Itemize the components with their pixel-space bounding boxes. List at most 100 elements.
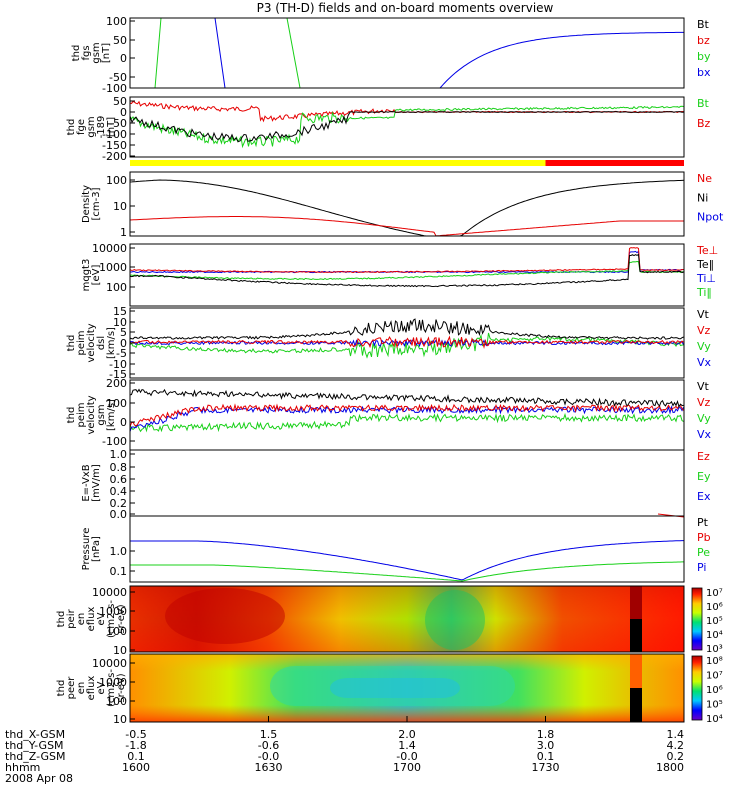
legend-label: Ni <box>697 191 708 204</box>
y-axis-label: (cm2-s- <box>106 600 117 638</box>
legend-label: Ex <box>697 490 711 503</box>
y-axis-label: gsm <box>86 116 97 137</box>
legend-label: Vx <box>697 356 712 369</box>
y-tick-label: 100 <box>106 397 127 410</box>
x-axis-value: -0.0 <box>258 750 279 763</box>
x-axis-value: 4.2 <box>667 739 685 752</box>
series-line-blue <box>130 540 684 581</box>
y-axis-label: sr-eV) <box>116 604 127 633</box>
legend-label: bz <box>697 34 710 47</box>
series-line-green <box>129 332 684 359</box>
colorbar-label: 10⁴ <box>706 714 723 725</box>
figure-title: P3 (TH-D) fields and on-board moments ov… <box>257 1 554 15</box>
panel-10: 10⁷ 10⁶ 10⁵ 10⁴ 10³ 10000 1000 100 10 thd peir en ef… <box>56 585 723 657</box>
legend-label: Bt <box>697 97 710 110</box>
colorbar-label: 10⁶ <box>706 685 723 696</box>
series-line-black <box>129 318 684 340</box>
legend-label: Npot <box>697 211 724 224</box>
y-axis-label: Pressure <box>81 528 92 571</box>
x-axis-value: -0.6 <box>258 739 279 752</box>
y-axis-label: eV <box>96 612 107 625</box>
y-axis-label: thd <box>66 407 77 424</box>
y-tick-label: 10 <box>113 713 127 726</box>
panel-frame <box>129 585 685 653</box>
y-axis-label: eflux <box>86 607 97 632</box>
series-line-blue <box>439 31 684 89</box>
x-axis-value: 1.4 <box>667 728 685 741</box>
y-tick-label: 0 <box>120 337 127 350</box>
y-tick-label: 15 <box>113 305 127 318</box>
panel-5: 10000 1000 100 mqgt3 [eV] Te⊥Te‖Ti⊥Ti‖ <box>81 242 718 307</box>
y-tick-label: 50 <box>113 95 127 108</box>
legend-label: Vt <box>697 308 710 321</box>
panel-frame <box>129 515 685 583</box>
x-axis-value: 1.4 <box>398 739 416 752</box>
colorbar-label: 10⁶ <box>706 602 723 613</box>
y-axis-label: thd <box>66 335 77 352</box>
y-tick-label: -50 <box>109 117 127 130</box>
y-tick-label: 10 <box>113 200 127 213</box>
panel-2: 500-50-100-150-200 thd fge gsm -189 [nT] Bt Bz <box>66 95 711 163</box>
panel-7: 200 100 0 -100 thd peim velocity gsm [km/s] Vt Vz V… <box>66 377 712 451</box>
y-tick-label: -50 <box>109 71 127 84</box>
legend-label: Pb <box>697 531 711 544</box>
series-line-green <box>129 105 684 149</box>
legend-label: Te‖ <box>696 258 714 271</box>
mode-bar-segment <box>130 160 546 166</box>
series-line-green <box>130 561 684 582</box>
y-axis-label: dsl <box>96 336 107 350</box>
series-line-black <box>129 111 685 143</box>
y-tick-label: 10000 <box>92 657 127 670</box>
legend-label: Vy <box>697 412 711 425</box>
y-axis-label: thd <box>66 119 77 136</box>
date-label: 2008 Apr 08 <box>5 772 73 785</box>
y-axis-label: eflux <box>86 676 97 701</box>
series-line-blue <box>130 338 684 348</box>
x-axis-value: -1.8 <box>125 739 146 752</box>
y-tick-label: 0 <box>120 416 127 429</box>
y-tick-label: 10 <box>113 644 127 657</box>
panel-8: 1.00.80.60.40.20.0 E=-VxB [mV/m] Ez Ey Ex <box>81 448 711 521</box>
series-line-red <box>129 216 684 237</box>
y-axis-label: Density <box>81 185 92 223</box>
y-tick-label: 0 <box>120 52 127 65</box>
y-tick-label: 10000 <box>92 242 127 255</box>
panel-frame <box>129 17 685 89</box>
panel-3 <box>130 160 684 166</box>
panel-1: 100 50 0 -50-100 thd fgs gsm [nT] Bt bz by bx <box>71 15 711 95</box>
y-tick-label: 1.0 <box>110 448 128 461</box>
y-tick-label: 100 <box>106 281 127 294</box>
y-tick-label: -100 <box>102 82 127 95</box>
y-axis-label: gsm <box>96 404 107 425</box>
series-line-green <box>154 17 162 89</box>
y-tick-label: 1 <box>120 226 127 239</box>
y-axis-label: sr-eV) <box>116 673 127 702</box>
series-line-red <box>129 247 684 274</box>
y-axis-label: peim <box>76 402 87 427</box>
legend-label: Vy <box>697 340 711 353</box>
y-axis-label: gsm <box>91 42 102 63</box>
y-tick-label: -5 <box>116 347 127 360</box>
legend-label: Vz <box>697 396 711 409</box>
mode-bar-segment <box>545 160 684 166</box>
legend-label: Ti‖ <box>696 286 712 299</box>
y-axis-label: (cm2-s- <box>106 669 117 707</box>
y-axis-label: fgs <box>81 45 92 60</box>
y-axis-label: en <box>76 682 87 695</box>
legend-label: Pi <box>697 561 706 574</box>
y-tick-label: 10000 <box>92 586 127 599</box>
series-line-green <box>129 260 684 281</box>
y-tick-label: 50 <box>113 34 127 47</box>
y-tick-label: 100 <box>106 15 127 28</box>
x-axis-value: 1.5 <box>260 728 278 741</box>
spectrogram-peak <box>165 588 285 644</box>
series-line-red <box>129 403 684 427</box>
y-axis-label: thd <box>71 45 82 62</box>
legend-label: by <box>697 50 711 63</box>
colorbar-label: 10⁷ <box>706 671 723 682</box>
y-tick-label: 0.4 <box>110 485 128 498</box>
x-axis-value: -0.5 <box>125 728 146 741</box>
y-axis-label: peer <box>66 676 77 700</box>
